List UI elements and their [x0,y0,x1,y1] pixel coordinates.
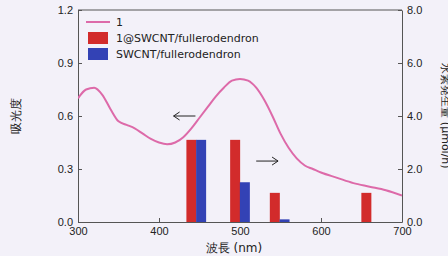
plot: 3004005006007000.00.30.60.91.20.02.04.06… [58,4,423,237]
tick-label: 1.2 [58,4,73,16]
x-axis-line [79,222,403,223]
tick: 4.0 [398,110,422,122]
bar [230,140,240,222]
legend-swatch [88,48,108,60]
legend-label: 1@SWCNT/fullerodendron [116,32,259,45]
tick-mark [321,218,322,222]
legend-label: 1 [116,16,123,29]
tick-mark [398,116,402,117]
tick: 0.0 [58,216,82,228]
tick-label: 0.6 [58,110,73,122]
tick-label: 400 [150,225,168,237]
tick-label: 600 [312,225,330,237]
tick-mark [398,63,402,64]
bar [280,219,290,222]
tick-label: 8.0 [407,4,422,16]
legend-item: 1@SWCNT/fullerodendron [88,32,259,45]
tick-label: 4.0 [407,110,422,122]
tick-mark [398,222,402,223]
legend-item: 1 [86,16,123,29]
arrow [256,157,278,165]
tick-label: 0.9 [58,57,73,69]
tick: 2.0 [398,163,422,175]
tick-label: 6.0 [407,57,422,69]
bar [196,140,206,222]
tick-mark [78,63,82,64]
tick-mark [78,116,82,117]
bar [270,193,280,222]
bar [371,222,381,223]
line [78,79,402,196]
tick-label: 0.0 [407,216,422,228]
legend-label: SWCNT/fullerodendron [116,48,241,61]
tick: 0.9 [58,57,82,69]
legend-swatch [88,32,108,44]
tick: 0.6 [58,110,82,122]
y-axis: 0.0 0.3 0.6 0.9 1.2 [58,4,82,228]
tick: 6.0 [398,57,422,69]
bar [186,140,196,222]
legend: 1 1@SWCNT/fullerodendron SWCNT/fullerodend… [86,16,259,61]
tick: 0.0 [398,216,422,228]
y2-axis-title: 水素発生量 (μmol/h) [439,63,448,168]
frame [78,10,402,11]
tick-mark [159,218,160,222]
tick-label: 0.3 [58,163,73,175]
tick: 600 [312,218,330,237]
legend-item: SWCNT/fullerodendron [88,48,241,61]
marks [78,79,402,222]
tick-label: 0.0 [58,216,73,228]
chart: 3004005006007000.00.30.60.91.20.02.04.06… [0,0,448,256]
tick-mark [78,222,82,223]
tick-mark [78,169,82,170]
tick: 0.3 [58,163,82,175]
bar [240,182,250,222]
tick-label: 2.0 [407,163,422,175]
tick-label: 500 [231,225,249,237]
x-axis-title: 波長 (nm) [206,241,262,255]
y-axis-title: 吸光度 [9,98,23,134]
bar [361,193,371,222]
arrow [174,112,196,120]
tick: 400 [150,218,168,237]
legend-swatch [86,21,110,23]
y2-axis-line [402,11,403,223]
tick-mark [398,169,402,170]
